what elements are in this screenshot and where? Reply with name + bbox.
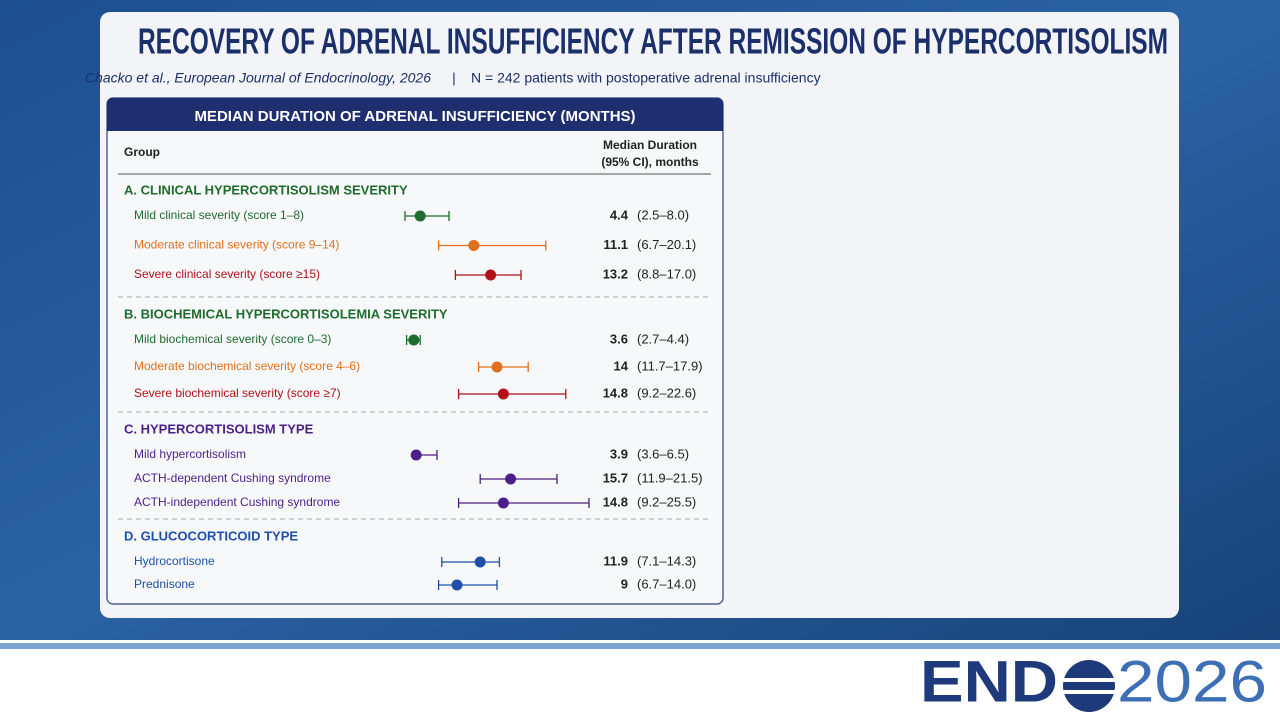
median-label: 11.9 [603, 553, 628, 568]
median-point [497, 388, 509, 400]
panel-title: MEDIAN DURATION OF ADRENAL INSUFFICIENCY… [194, 108, 635, 125]
median-label: 14 [614, 358, 629, 373]
ci-label: (9.2–25.5) [637, 494, 696, 509]
group-header: C. HYPERCORTISOLISM TYPE [124, 421, 314, 436]
column-header: Median Duration [603, 138, 697, 152]
row-label: ACTH-independent Cushing syndrome [134, 495, 340, 509]
ci-label: (2.5–8.0) [637, 207, 689, 222]
row-label: Prednisone [134, 577, 195, 591]
panel-header [107, 98, 723, 131]
median-point [408, 334, 420, 346]
ci-label: (6.7–14.0) [637, 576, 696, 591]
ci-label: (7.1–14.3) [637, 553, 696, 568]
ci-label: (2.7–4.4) [637, 331, 689, 346]
separator: | [452, 70, 456, 86]
group-header: A. CLINICAL HYPERCORTISOLISM SEVERITY [124, 182, 408, 197]
ci-label: (6.7–20.1) [637, 237, 696, 252]
group-header: D. GLUCOCORTICOID TYPE [124, 528, 298, 543]
logo-globe [1063, 660, 1115, 712]
median-label: 3.6 [610, 331, 628, 346]
ci-label: (11.9–21.5) [637, 470, 703, 485]
ci-label: (9.2–22.6) [637, 385, 696, 400]
row-label: Moderate biochemical severity (score 4–6… [134, 359, 360, 373]
logo-text: END [920, 649, 1058, 714]
row-label: ACTH-dependent Cushing syndrome [134, 471, 331, 485]
median-point [410, 449, 422, 461]
logo-globe-lines [1063, 678, 1115, 694]
median-label: 14.8 [603, 494, 628, 509]
median-point [505, 473, 517, 485]
median-point [414, 210, 426, 222]
ci-label: (3.6–6.5) [637, 446, 689, 461]
ci-label: (8.8–17.0) [637, 266, 696, 281]
row-label: Moderate clinical severity (score 9–14) [134, 238, 339, 252]
median-label: 3.9 [610, 446, 628, 461]
median-point [468, 240, 480, 251]
median-label: 4.4 [610, 207, 629, 222]
median-point [491, 361, 503, 373]
median-point [451, 579, 463, 591]
row-label: Mild hypercortisolism [134, 447, 246, 461]
ci-label: (11.7–17.9) [637, 358, 703, 373]
median-point [497, 497, 509, 509]
median-label: 11.1 [603, 237, 628, 252]
column-header: (95% CI), months [601, 155, 699, 169]
column-header: Group [124, 145, 160, 159]
row-label: Severe biochemical severity (score ≥7) [134, 386, 341, 400]
forest-plot: A. CLINICAL HYPERCORTISOLISM SEVERITY Mil… [118, 182, 711, 591]
logo-year: 2026 [1117, 649, 1267, 714]
median-point [474, 556, 486, 568]
median-point [485, 269, 497, 281]
logo: END 2026 [920, 649, 1267, 714]
group-header: B. BIOCHEMICAL HYPERCORTISOLEMIA SEVERIT… [124, 306, 448, 321]
slide-title: RECOVERY OF ADRENAL INSUFFICIENCY AFTER … [138, 21, 1168, 62]
row-label: Hydrocortisone [134, 554, 215, 568]
row-label: Severe clinical severity (score ≥15) [134, 267, 320, 281]
footer-rule [0, 643, 1280, 649]
row-label: Mild clinical severity (score 1–8) [134, 208, 304, 222]
median-label: 15.7 [603, 470, 628, 485]
median-label: 9 [621, 576, 628, 591]
median-label: 14.8 [603, 385, 628, 400]
citation: Chacko et al., European Journal of Endoc… [85, 70, 431, 86]
row-label: Mild biochemical severity (score 0–3) [134, 332, 331, 346]
sample-size: N = 242 patients with postoperative adre… [471, 70, 821, 86]
median-label: 13.2 [603, 266, 628, 281]
